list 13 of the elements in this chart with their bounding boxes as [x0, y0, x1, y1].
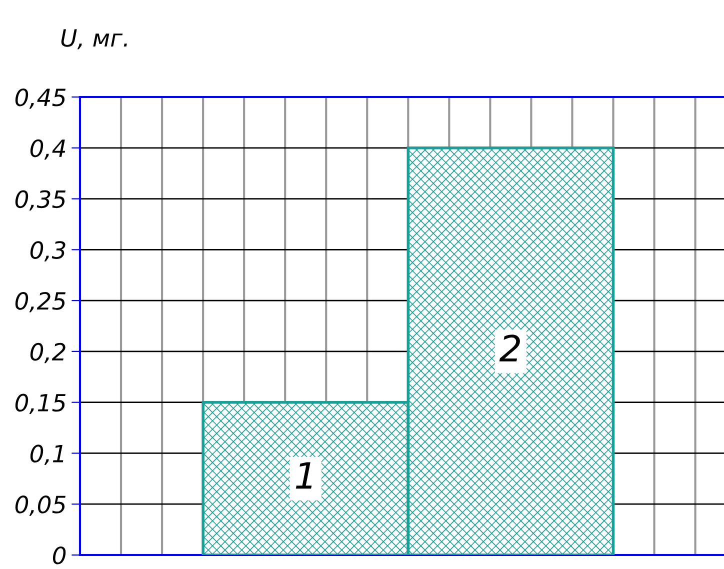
- x-tick-label: 1: [296, 462, 312, 489]
- y-tick-label: 0,05: [15, 496, 66, 516]
- y-tick-label: 0,4: [30, 139, 66, 160]
- y-tick-label: 0,45: [15, 88, 66, 109]
- y-tick-label: 0,15: [15, 394, 66, 414]
- y-tick-label: 0,25: [15, 292, 66, 312]
- y-axis-title: U, мг.: [61, 29, 127, 50]
- y-tick-label: 0,3: [30, 241, 66, 262]
- y-tick-label: 0,2: [30, 342, 66, 364]
- y-tick-label: 0,1: [30, 444, 64, 465]
- y-tick-label: 0: [52, 546, 66, 564]
- x-tick-label: 2: [499, 334, 520, 362]
- y-tick-label: 0,35: [15, 190, 66, 210]
